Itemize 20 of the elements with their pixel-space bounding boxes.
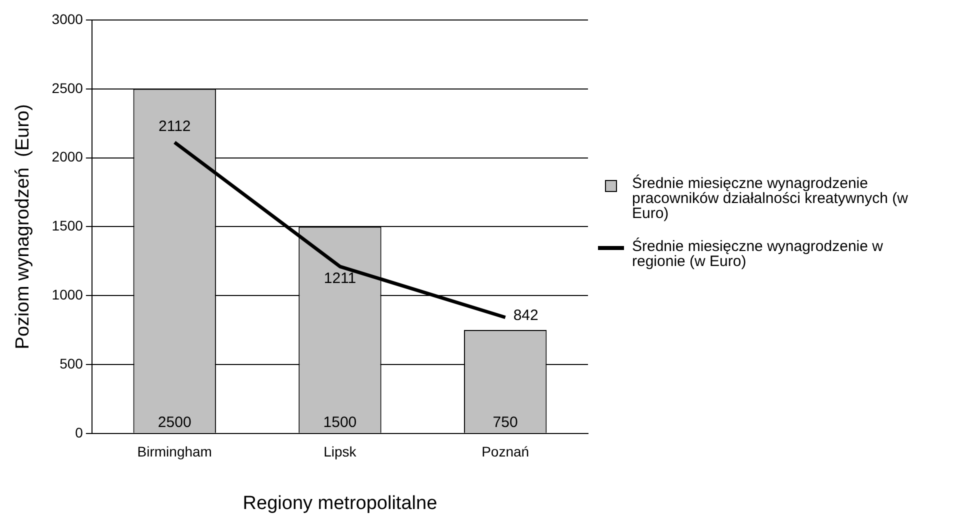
x-axis-title: Regiony metropolitalne [242,492,438,514]
y-tick-label: 3000 [52,10,84,27]
y-tick-label: 0 [75,424,84,440]
data-label: 1211 [324,270,356,288]
x-tick-label: Birmingham [137,444,212,460]
data-label: 1500 [323,414,357,432]
y-axis-title: Poziom wynagrodzeń (Euro) [12,104,34,350]
data-label: 842 [513,307,538,324]
y-tick-label: 1500 [52,218,84,234]
x-tick-label: Lipsk [324,444,358,460]
x-tick-label: Poznań [482,444,530,460]
data-label: 2112 [158,118,191,136]
data-label: 750 [492,414,518,432]
legend-label: Średnie miesięczne wynagrodzenie pracowników działalności kreatywnych (w Euro) [632,175,909,222]
data-label: 2500 [158,414,192,432]
y-tick-label: 500 [60,355,84,372]
y-tick-label: 2500 [52,80,84,96]
y-tick-label: 1000 [52,286,84,302]
legend-label: Średnie miesięczne wynagrodzenie w regionie (w Euro) [632,238,884,270]
y-tick-label: 2000 [52,148,84,165]
